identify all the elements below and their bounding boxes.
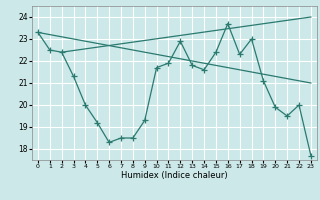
X-axis label: Humidex (Indice chaleur): Humidex (Indice chaleur) bbox=[121, 171, 228, 180]
